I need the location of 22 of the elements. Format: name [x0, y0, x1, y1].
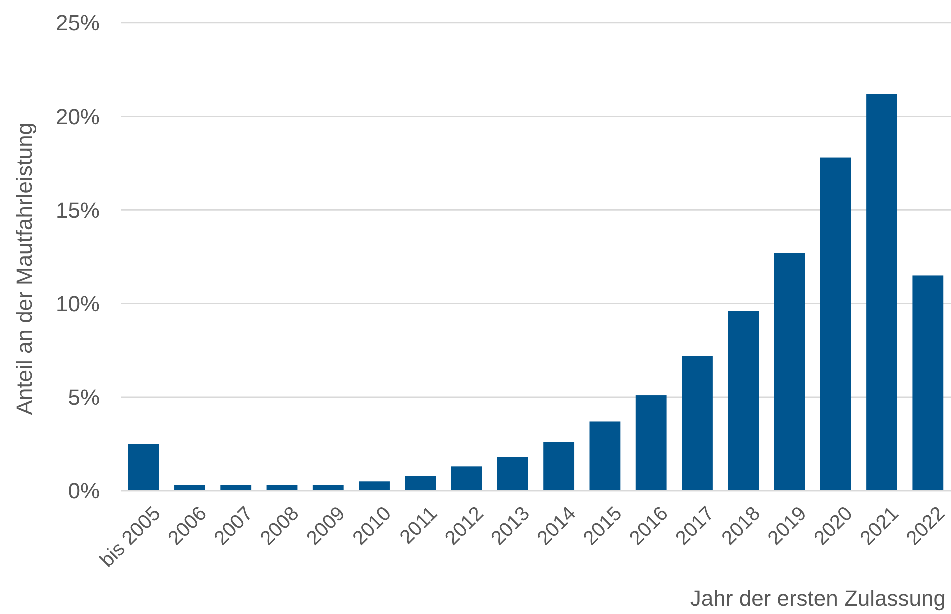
y-tick-label: 5% — [68, 385, 100, 410]
bar — [820, 158, 852, 491]
bar — [405, 476, 436, 491]
bar — [728, 311, 760, 491]
bar — [451, 466, 482, 491]
x-axis-title: Jahr der ersten Zulassung — [690, 586, 946, 611]
bar — [544, 442, 575, 491]
y-tick-label: 10% — [56, 292, 100, 316]
y-tick-label: 0% — [68, 478, 100, 504]
bar — [912, 276, 944, 491]
y-axis-title: Anteil an der Mautfahrleistung — [12, 122, 37, 416]
bar — [497, 457, 528, 491]
bar — [636, 396, 667, 491]
bar — [774, 253, 806, 491]
bar — [682, 356, 713, 491]
bar — [866, 94, 898, 491]
y-tick-label: 25% — [56, 10, 100, 36]
y-tick-label: 15% — [56, 198, 100, 223]
bar — [128, 444, 160, 491]
bar — [590, 422, 621, 491]
bar — [359, 482, 390, 491]
y-tick-label: 20% — [56, 104, 100, 130]
